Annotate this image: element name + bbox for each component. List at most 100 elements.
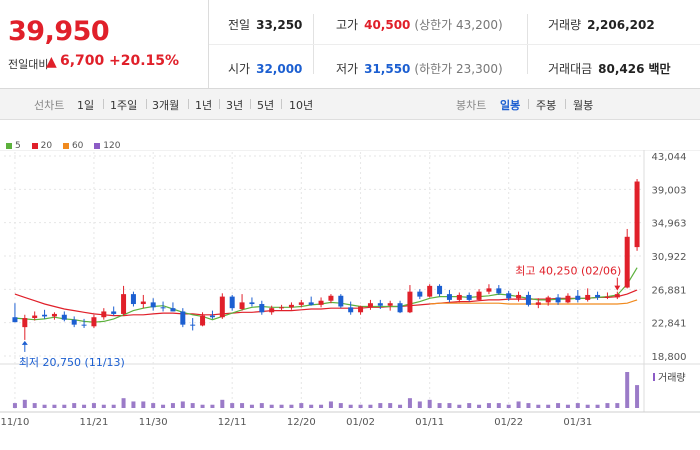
candle-body	[634, 181, 640, 248]
stat-label: 거래대금	[548, 62, 593, 76]
candle-body	[516, 294, 522, 299]
candle-body	[595, 294, 601, 298]
y-tick-label: 26,881	[652, 285, 687, 296]
x-tick-label: 12/20	[287, 417, 316, 428]
stat-open: 시가 32,000	[228, 60, 302, 77]
legend-label: 120	[103, 141, 121, 151]
candle-body	[130, 294, 136, 305]
candle-body	[535, 302, 541, 305]
candle-body	[91, 317, 97, 327]
stat-low: 저가 31,550 (하한가 23,300)	[336, 60, 503, 77]
volume-bar	[625, 372, 630, 408]
stat-prev-close: 전일 33,250	[228, 16, 302, 33]
volume-bar	[42, 404, 47, 408]
chart-period-bar: 선차트 1일 1주일 3개월 1년 3년 5년 10년 봉차트 일봉 주봉 월봉	[0, 89, 700, 120]
volume-bar	[161, 404, 166, 408]
stat-label: 고가	[336, 18, 359, 32]
volume-bar	[230, 403, 235, 408]
volume-bar	[565, 404, 570, 408]
volume-bar	[338, 403, 343, 408]
volume-bar	[575, 403, 580, 408]
volume-bar	[398, 404, 403, 408]
candle-body	[437, 285, 443, 295]
volume-bar	[477, 404, 482, 408]
stat-value: 40,500	[364, 18, 411, 32]
candle-body	[170, 308, 176, 312]
candle-body	[12, 317, 18, 323]
stat-trade-value: 거래대금 80,426 백만	[548, 60, 671, 77]
candle-body	[427, 285, 433, 297]
candle-body	[367, 303, 373, 308]
volume-bar	[496, 403, 501, 408]
legend-item-ma20[interactable]: 20	[31, 141, 53, 151]
volume-bar	[328, 401, 333, 408]
period-3month[interactable]: 3개월	[152, 99, 180, 112]
legend-item-ma60[interactable]: 60	[62, 141, 83, 151]
candle-body	[565, 295, 571, 303]
volume-legend-swatch	[653, 373, 655, 381]
chart-grid	[0, 150, 700, 413]
candle-monthly[interactable]: 월봉	[573, 99, 594, 112]
divider	[188, 99, 189, 109]
change-percent: +20.15%	[109, 53, 180, 69]
candle-body	[575, 295, 581, 300]
candlestick-chart[interactable]: 거래량 43,044 39,003 34,963 30,922 26,881 22,841…	[0, 150, 700, 450]
stat-unit: 백만	[648, 62, 671, 76]
y-tick-label: 39,003	[652, 185, 687, 196]
candle-body	[545, 297, 551, 303]
volume-bar	[101, 404, 106, 408]
divider	[209, 44, 700, 45]
volume-bar	[407, 398, 412, 408]
volume-bar	[467, 403, 472, 408]
y-tick-label: 34,963	[652, 219, 687, 230]
candles	[12, 179, 640, 340]
chart-annotations: 최고 40,250 (02/06) 최저 20,750 (11/13)	[19, 265, 622, 369]
volume-bar	[309, 404, 314, 408]
volume-bar	[111, 404, 116, 408]
period-10year[interactable]: 10년	[289, 99, 314, 112]
candle-body	[42, 314, 48, 317]
candle-body	[585, 294, 591, 300]
x-tick-label: 01/31	[563, 417, 592, 428]
x-tick-label: 01/22	[494, 417, 523, 428]
x-tick-label: 11/30	[139, 417, 168, 428]
legend-item-ma5[interactable]: 5	[6, 141, 21, 151]
ma-legend: 5 20 60 120	[6, 141, 128, 151]
upper-limit: (상한가 43,200)	[414, 18, 503, 32]
volume-bar	[506, 404, 511, 408]
legend-swatch	[31, 142, 38, 149]
price-box: 39,950 전일대비 ▲ 6,700 +20.15%	[0, 0, 209, 88]
stat-label: 시가	[228, 62, 251, 76]
period-5year[interactable]: 5년	[257, 99, 275, 112]
period-3year[interactable]: 3년	[226, 99, 244, 112]
candle-body	[239, 302, 245, 309]
candle-body	[51, 313, 57, 317]
candle-body	[288, 304, 294, 308]
candle-daily[interactable]: 일봉	[500, 99, 521, 112]
candle-body	[466, 294, 472, 300]
legend-item-ma120[interactable]: 120	[94, 141, 120, 151]
line-chart-label: 선차트	[34, 99, 65, 112]
candle-body	[219, 296, 225, 318]
volume-bar	[556, 403, 561, 408]
stat-value: 33,250	[256, 18, 303, 32]
volume-bar	[635, 385, 640, 408]
candle-body	[328, 295, 334, 301]
volume-bar	[427, 399, 432, 408]
period-1year[interactable]: 1년	[195, 99, 213, 112]
y-axis-labels: 43,044 39,003 34,963 30,922 26,881 22,841 18,8…	[652, 152, 687, 363]
candle-body	[476, 291, 482, 300]
candle-body	[486, 288, 492, 292]
candle-weekly[interactable]: 주봉	[536, 99, 557, 112]
period-1week[interactable]: 1주일	[110, 99, 138, 112]
period-1day[interactable]: 1일	[77, 99, 95, 112]
candle-body	[150, 302, 156, 308]
volume-bar	[249, 404, 254, 408]
moving-average-lines	[14, 267, 638, 323]
volume-bar	[348, 404, 353, 408]
volume-bar	[516, 401, 521, 408]
legend-label: 20	[40, 141, 53, 151]
candle-body	[446, 294, 452, 300]
candle-body	[407, 291, 413, 313]
divider	[281, 99, 282, 109]
